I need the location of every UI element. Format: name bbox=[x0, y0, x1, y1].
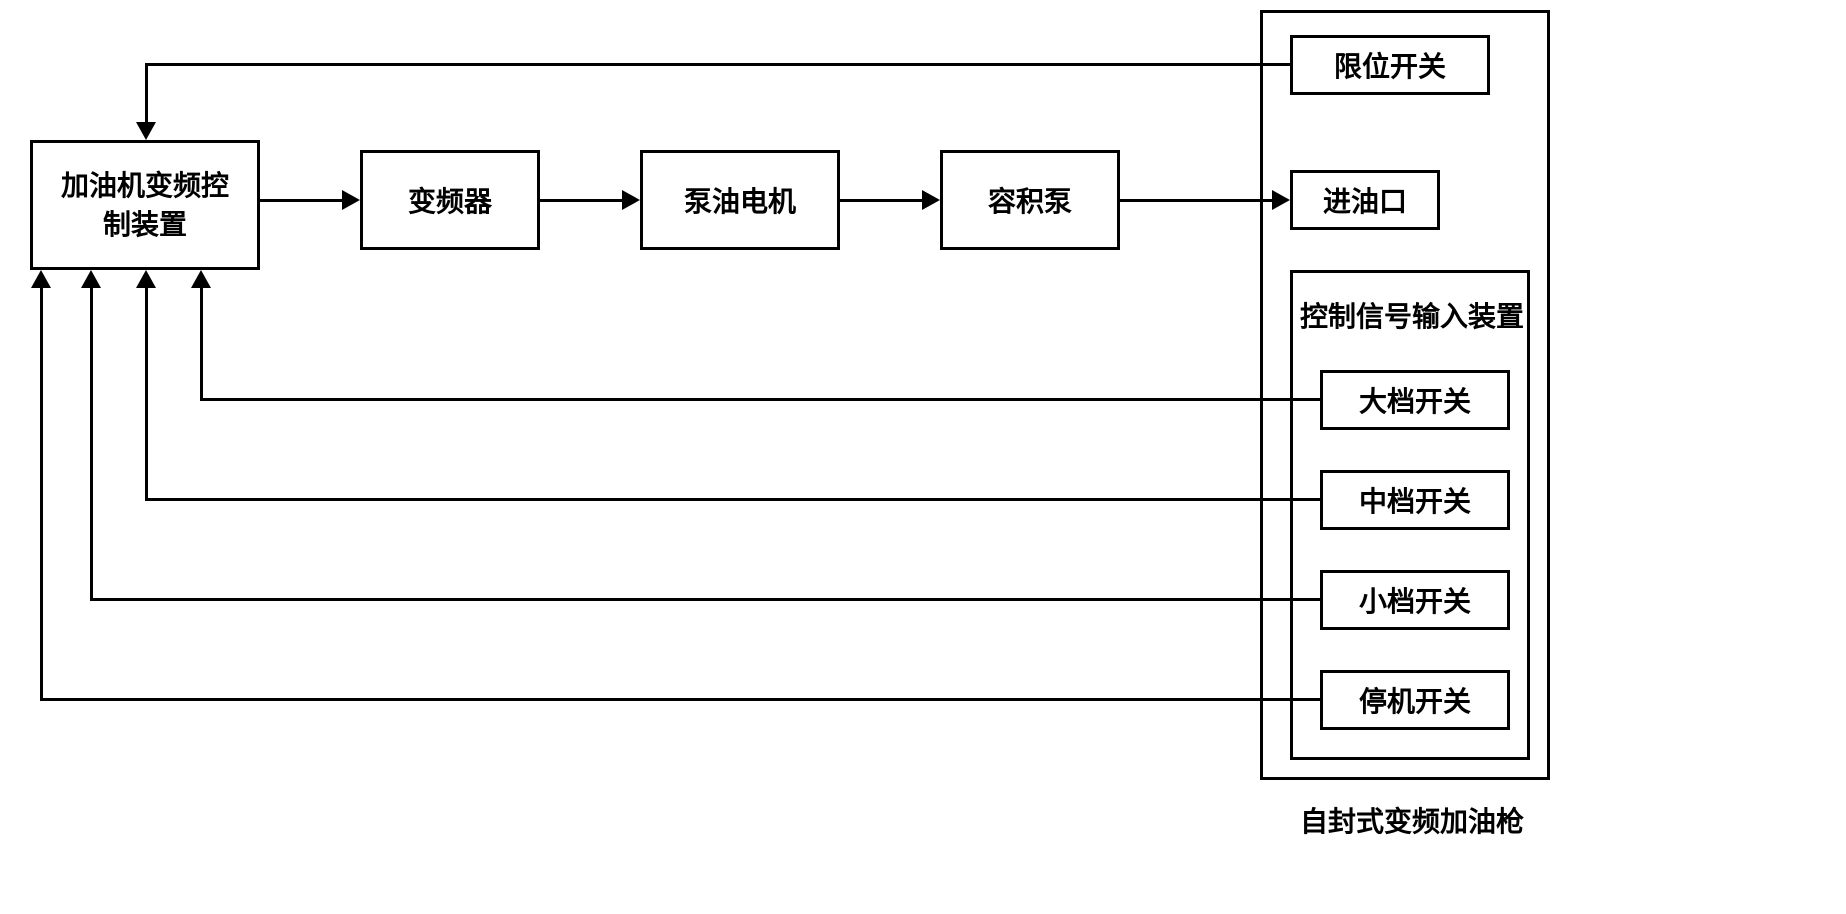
oil-inlet-label: 进油口 bbox=[1323, 180, 1407, 220]
edge-inverter-motor bbox=[540, 199, 625, 202]
arrow-motor-pump bbox=[922, 190, 940, 210]
motor-box: 泵油电机 bbox=[640, 150, 840, 250]
edge-mid-h bbox=[145, 498, 1320, 501]
edge-controller-inverter bbox=[260, 199, 345, 202]
arrow-controller-inverter bbox=[342, 190, 360, 210]
edge-low-h bbox=[90, 598, 1320, 601]
low-switch-box: 小档开关 bbox=[1320, 570, 1510, 630]
edge-limit-v bbox=[145, 63, 148, 125]
motor-label: 泵油电机 bbox=[684, 180, 796, 220]
edge-stop-h bbox=[40, 698, 1320, 701]
pump-label: 容积泵 bbox=[988, 180, 1072, 220]
low-switch-label: 小档开关 bbox=[1359, 580, 1471, 620]
inverter-label: 变频器 bbox=[408, 180, 492, 220]
arrow-inverter-motor bbox=[622, 190, 640, 210]
stop-switch-box: 停机开关 bbox=[1320, 670, 1510, 730]
edge-stop-v bbox=[40, 288, 43, 701]
oil-inlet-box: 进油口 bbox=[1290, 170, 1440, 230]
limit-switch-box: 限位开关 bbox=[1290, 35, 1490, 95]
nozzle-label: 自封式变频加油枪 bbox=[1300, 800, 1524, 840]
edge-high-h bbox=[200, 398, 1320, 401]
arrow-limit-controller bbox=[136, 122, 156, 140]
arrow-high-controller bbox=[191, 270, 211, 288]
mid-switch-label: 中档开关 bbox=[1359, 480, 1471, 520]
edge-limit-h bbox=[145, 63, 1290, 66]
edge-high-v bbox=[200, 288, 203, 401]
inverter-box: 变频器 bbox=[360, 150, 540, 250]
mid-switch-box: 中档开关 bbox=[1320, 470, 1510, 530]
arrow-stop-controller bbox=[31, 270, 51, 288]
edge-motor-pump bbox=[840, 199, 925, 202]
high-switch-box: 大档开关 bbox=[1320, 370, 1510, 430]
stop-switch-label: 停机开关 bbox=[1359, 680, 1471, 720]
edge-low-v bbox=[90, 288, 93, 601]
edge-pump-inlet bbox=[1120, 199, 1275, 202]
limit-switch-label: 限位开关 bbox=[1334, 45, 1446, 85]
arrow-pump-inlet bbox=[1272, 190, 1290, 210]
signal-input-label: 控制信号输入装置 bbox=[1300, 295, 1524, 335]
pump-box: 容积泵 bbox=[940, 150, 1120, 250]
edge-mid-v bbox=[145, 288, 148, 501]
high-switch-label: 大档开关 bbox=[1359, 380, 1471, 420]
arrow-low-controller bbox=[81, 270, 101, 288]
arrow-mid-controller bbox=[136, 270, 156, 288]
controller-box: 加油机变频控 制装置 bbox=[30, 140, 260, 270]
controller-label: 加油机变频控 制装置 bbox=[61, 166, 229, 244]
